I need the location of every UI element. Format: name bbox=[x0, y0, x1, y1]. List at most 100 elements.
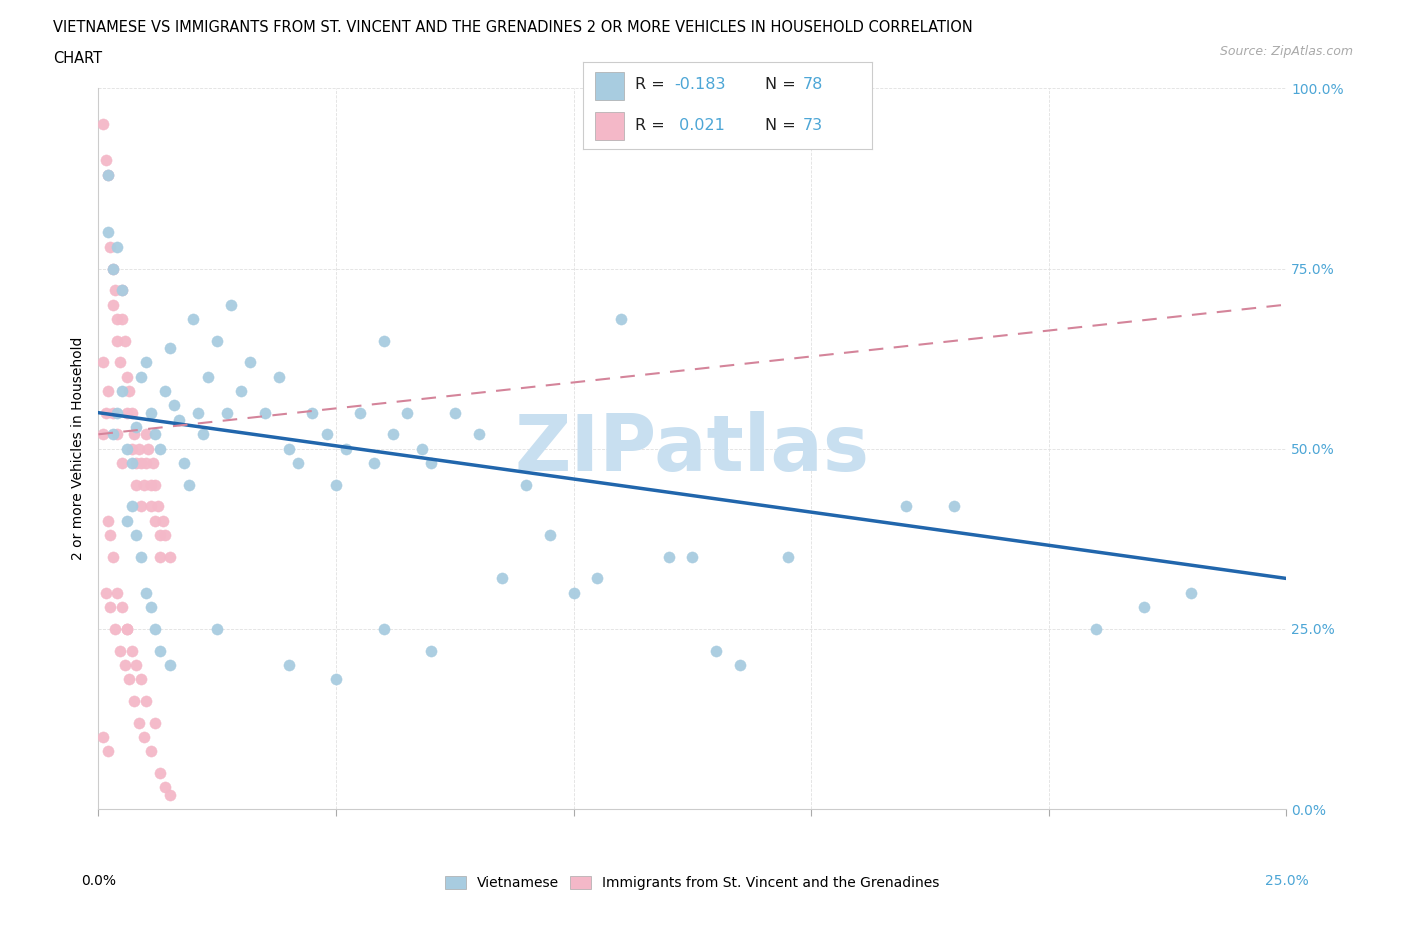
Point bbox=[135, 586, 157, 601]
Point bbox=[97, 384, 120, 399]
Text: N =: N = bbox=[765, 118, 801, 133]
Point bbox=[159, 787, 181, 802]
Point bbox=[373, 621, 395, 636]
Point bbox=[115, 405, 138, 420]
Point bbox=[97, 167, 120, 182]
Legend: Vietnamese, Immigrants from St. Vincent and the Grenadines: Vietnamese, Immigrants from St. Vincent … bbox=[440, 870, 945, 896]
Point bbox=[111, 312, 134, 326]
Point bbox=[253, 405, 276, 420]
Point bbox=[121, 456, 143, 471]
Point bbox=[420, 644, 443, 658]
Point bbox=[177, 477, 200, 492]
Point bbox=[173, 456, 195, 471]
Point bbox=[610, 312, 633, 326]
Point bbox=[149, 765, 172, 780]
Point bbox=[145, 513, 167, 528]
Point bbox=[139, 600, 162, 615]
Point bbox=[159, 340, 181, 355]
Text: N =: N = bbox=[765, 77, 801, 92]
Point bbox=[108, 644, 131, 658]
Point bbox=[111, 283, 134, 298]
Text: 25.0%: 25.0% bbox=[1264, 874, 1309, 888]
Point bbox=[146, 498, 169, 513]
Y-axis label: 2 or more Vehicles in Household: 2 or more Vehicles in Household bbox=[72, 337, 86, 561]
Point bbox=[207, 621, 229, 636]
Point bbox=[118, 671, 141, 686]
Point bbox=[94, 405, 117, 420]
Text: ZIPatlas: ZIPatlas bbox=[515, 411, 870, 486]
Point bbox=[145, 427, 167, 442]
Point bbox=[107, 586, 129, 601]
Point bbox=[129, 671, 152, 686]
FancyBboxPatch shape bbox=[595, 72, 624, 100]
Point bbox=[136, 442, 159, 457]
Point bbox=[91, 427, 114, 442]
Text: Source: ZipAtlas.com: Source: ZipAtlas.com bbox=[1219, 45, 1353, 58]
Point bbox=[315, 427, 337, 442]
Text: R =: R = bbox=[636, 118, 671, 133]
Point bbox=[207, 333, 229, 348]
Point bbox=[97, 225, 120, 240]
Point bbox=[108, 355, 131, 370]
Point bbox=[101, 427, 124, 442]
Point bbox=[139, 405, 162, 420]
Point bbox=[183, 312, 205, 326]
Point bbox=[301, 405, 323, 420]
Point bbox=[125, 528, 148, 543]
Point bbox=[153, 384, 176, 399]
Point bbox=[125, 658, 148, 672]
Point bbox=[149, 442, 172, 457]
Point bbox=[349, 405, 371, 420]
Point bbox=[325, 671, 347, 686]
Point bbox=[94, 153, 117, 168]
Point bbox=[135, 427, 157, 442]
Point bbox=[197, 369, 219, 384]
Point bbox=[149, 644, 172, 658]
Point bbox=[97, 513, 120, 528]
Text: 73: 73 bbox=[803, 118, 823, 133]
Point bbox=[135, 355, 157, 370]
Point bbox=[586, 571, 609, 586]
Point bbox=[129, 550, 152, 565]
Point bbox=[191, 427, 214, 442]
Point bbox=[111, 283, 134, 298]
Point bbox=[114, 333, 136, 348]
Text: 0.0%: 0.0% bbox=[82, 874, 115, 888]
Point bbox=[125, 419, 148, 434]
Point bbox=[159, 550, 181, 565]
Point bbox=[121, 442, 143, 457]
Text: R =: R = bbox=[636, 77, 671, 92]
Point bbox=[104, 621, 127, 636]
Text: 0.021: 0.021 bbox=[675, 118, 725, 133]
Point bbox=[101, 550, 124, 565]
Point bbox=[145, 715, 167, 730]
Point bbox=[229, 384, 252, 399]
Point bbox=[149, 550, 172, 565]
Text: 78: 78 bbox=[803, 77, 823, 92]
Point bbox=[658, 550, 681, 565]
Point bbox=[121, 644, 143, 658]
Point bbox=[111, 600, 134, 615]
Point bbox=[128, 715, 150, 730]
Point bbox=[98, 240, 121, 255]
Point bbox=[153, 780, 176, 795]
Point bbox=[942, 498, 965, 513]
Point bbox=[114, 658, 136, 672]
Point bbox=[104, 283, 127, 298]
Point bbox=[145, 621, 167, 636]
Point bbox=[411, 442, 433, 457]
Point bbox=[1180, 586, 1202, 601]
Point bbox=[167, 413, 190, 428]
Point bbox=[335, 442, 357, 457]
Point bbox=[132, 729, 155, 744]
Point bbox=[467, 427, 489, 442]
Point bbox=[682, 550, 704, 565]
Point bbox=[98, 600, 121, 615]
Point bbox=[515, 477, 537, 492]
Point bbox=[221, 298, 243, 312]
Point bbox=[115, 621, 138, 636]
Point bbox=[149, 528, 172, 543]
Point bbox=[239, 355, 262, 370]
Text: CHART: CHART bbox=[53, 51, 103, 66]
Point bbox=[115, 621, 138, 636]
